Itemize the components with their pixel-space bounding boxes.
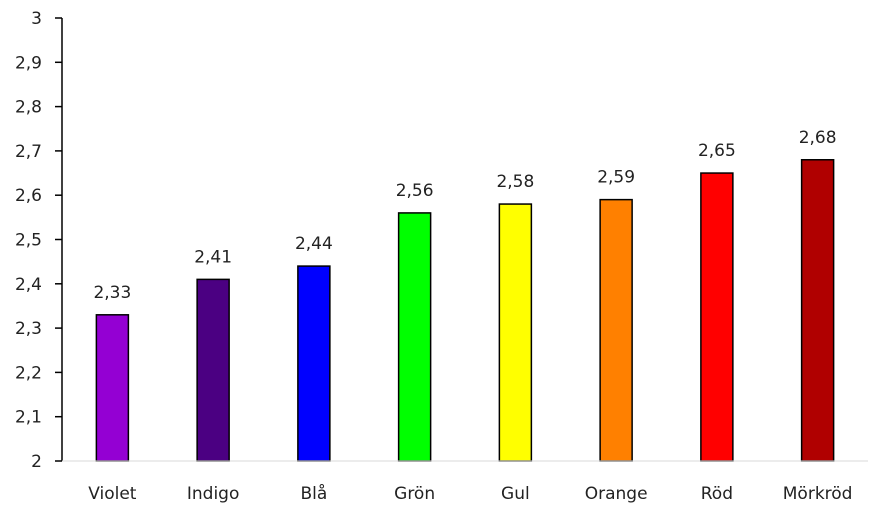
bar-mörkröd (800, 159, 835, 462)
y-axis: 2 2,1 2,2 2,3 2,4 2,5 2,6 2,7 2,8 2,9 3 (15, 9, 63, 472)
data-label: 2,56 (396, 181, 434, 201)
data-label: 2,44 (295, 234, 333, 254)
data-label: 2,59 (597, 168, 635, 188)
bar-grön (397, 212, 432, 462)
data-label: 2,33 (93, 283, 131, 303)
y-tick-label: 2,7 (15, 142, 42, 162)
x-tick-label: Orange (585, 484, 648, 504)
y-tick-label: 2,6 (15, 186, 42, 206)
bar-gul (498, 203, 533, 462)
y-tick-label: 3 (31, 9, 42, 29)
y-tick-label: 2,1 (15, 408, 42, 428)
x-tick-label: Blå (300, 483, 327, 504)
data-label: 2,65 (698, 141, 736, 161)
x-tick-label: Grön (394, 484, 435, 504)
data-label: 2,68 (799, 128, 837, 148)
y-tick-label: 2,8 (15, 98, 42, 118)
y-tick-label: 2,5 (15, 231, 42, 251)
x-tick-label: Mörkröd (783, 484, 853, 504)
y-tick-label: 2,9 (15, 53, 42, 73)
bars (95, 159, 835, 462)
y-tick-label: 2,4 (15, 275, 42, 295)
data-labels: 2,33 2,41 2,44 2,56 2,58 2,59 2,65 2,68 (93, 128, 836, 303)
y-tick-label: 2,3 (15, 319, 42, 339)
data-label: 2,41 (194, 247, 232, 267)
bar-blå (297, 265, 331, 462)
bar-röd (700, 172, 734, 462)
y-tick-label: 2,2 (15, 363, 42, 383)
y-tick-label: 2 (31, 452, 42, 472)
bar-orange (599, 198, 633, 462)
bar-indigo (196, 278, 230, 462)
bar-violet (95, 314, 130, 462)
data-label: 2,58 (496, 172, 534, 192)
x-tick-label: Gul (501, 484, 530, 504)
x-tick-label: Violet (88, 484, 137, 504)
x-axis: Violet Indigo Blå Grön Gul Orange Röd Mörkröd (62, 460, 868, 504)
x-tick-label: Indigo (187, 484, 240, 504)
x-tick-label: Röd (701, 484, 733, 504)
